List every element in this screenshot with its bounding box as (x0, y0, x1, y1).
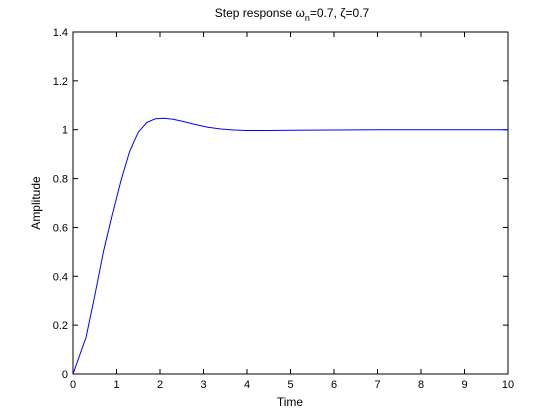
y-axis-label: Amplitude (29, 176, 43, 230)
chart-title: Step response ωn=0.7, ζ=0.7 (215, 6, 370, 23)
y-tick-label: 0.4 (53, 271, 68, 283)
title-zeta-value: =0.7 (346, 6, 370, 20)
x-tick-label: 3 (200, 379, 206, 391)
y-tick-label: 0.8 (53, 174, 68, 186)
title-prefix: Step response (215, 6, 296, 20)
series-layer (72, 117, 508, 375)
x-tick-label: 8 (418, 379, 424, 391)
x-tick-label: 5 (287, 379, 293, 391)
title-omega-symbol: ω (295, 6, 304, 20)
x-tick-label: 7 (374, 379, 380, 391)
title-omega-value: =0.7, (310, 6, 340, 20)
y-axis-ticks: 0 0.2 0.4 0.6 0.8 1 1.2 1.4 (53, 27, 508, 381)
y-tick-label: 0.6 (53, 222, 68, 234)
x-tick-label: 10 (502, 379, 514, 391)
x-axis-label: Time (277, 395, 304, 409)
y-tick-label: 1 (62, 125, 68, 137)
x-axis-ticks: 0 1 2 3 4 5 6 7 8 9 10 (70, 32, 514, 391)
x-tick-label: 0 (70, 379, 76, 391)
x-tick-label: 9 (461, 379, 467, 391)
x-tick-label: 6 (331, 379, 337, 391)
y-tick-label: 0.2 (53, 320, 68, 332)
title-zeta-symbol: ζ (340, 6, 346, 20)
y-tick-label: 0 (62, 369, 68, 381)
plot-area: 0 1 2 3 4 5 6 7 8 9 10 0 0.2 0.4 0.6 0.8 1 1.2 1.4 (53, 27, 514, 391)
y-tick-label: 1.4 (53, 27, 68, 39)
x-tick-label: 1 (113, 379, 119, 391)
title-omega-subscript: n (305, 13, 310, 23)
y-tick-label: 1.2 (53, 76, 68, 88)
x-tick-label: 4 (244, 379, 250, 391)
step-response-line (72, 117, 508, 375)
x-tick-label: 2 (157, 379, 163, 391)
